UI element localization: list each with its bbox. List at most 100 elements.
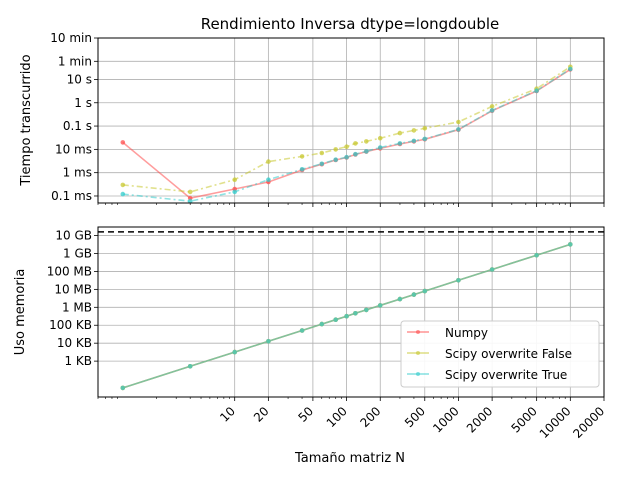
data-point-scipy-overwrite-true xyxy=(299,167,305,172)
x-tick-label: 500 xyxy=(402,404,428,430)
legend-marker-scipy-false xyxy=(416,351,420,355)
x-tick-label: 100 xyxy=(324,404,350,430)
bottom-series-lines xyxy=(122,243,571,389)
legend-label-scipy-false: Scipy overwrite False xyxy=(445,347,572,361)
top-series-points xyxy=(120,64,573,204)
legend-entry-scipy-true: Scipy overwrite True xyxy=(407,368,567,382)
data-point-scipy-overwrite-true xyxy=(489,267,495,272)
x-tick-label: 20000 xyxy=(570,404,607,441)
data-point-scipy-overwrite-true xyxy=(456,278,461,283)
data-point-scipy-overwrite-true xyxy=(232,189,237,195)
data-point-scipy-overwrite-true xyxy=(377,145,383,150)
data-point-scipy-overwrite-true xyxy=(187,364,193,369)
data-point-scipy-overwrite-false xyxy=(364,139,369,144)
bottom-y-ticks: 1 KB 10 KB 100 KB 1 MB 10 MB 100 MB 1 GB 10 GB xyxy=(47,229,98,368)
data-point-numpy xyxy=(120,140,126,145)
data-point-scipy-overwrite-true xyxy=(377,303,383,308)
y-tick-label: 1 MB xyxy=(62,300,92,314)
data-point-scipy-overwrite-true xyxy=(266,339,271,344)
legend-label-scipy-true: Scipy overwrite True xyxy=(445,368,567,382)
data-point-scipy-overwrite-true xyxy=(187,198,193,204)
data-point-scipy-overwrite-true xyxy=(364,307,369,313)
data-point-scipy-overwrite-false xyxy=(344,144,349,149)
y-tick-label: 10 MB xyxy=(54,282,92,296)
series-line-scipy-overwrite-true xyxy=(122,243,571,389)
y-tick-label: 1 GB xyxy=(63,246,92,260)
x-axis-label: Tamaño matriz N xyxy=(294,451,405,466)
data-point-scipy-overwrite-false xyxy=(266,159,271,164)
top-gridlines xyxy=(98,37,605,203)
y-tick-label: 100 MB xyxy=(47,264,92,278)
legend-box xyxy=(400,320,600,388)
data-point-scipy-overwrite-false xyxy=(299,154,305,159)
data-point-scipy-overwrite-true xyxy=(232,349,237,355)
y-tick-label: 10 GB xyxy=(55,229,92,243)
data-point-scipy-overwrite-false xyxy=(411,128,417,133)
y-tick-label: 0.1 ms xyxy=(51,189,92,203)
data-point-scipy-overwrite-true xyxy=(319,161,325,167)
legend-entry-scipy-false: Scipy overwrite False xyxy=(407,347,572,361)
data-point-scipy-overwrite-false xyxy=(333,147,339,152)
top-series-lines xyxy=(122,66,571,203)
data-point-scipy-overwrite-true xyxy=(364,149,369,154)
y-tick-label: 10 ms xyxy=(55,142,92,156)
y-tick-label: 10 KB xyxy=(57,336,92,350)
top-y-ticks: 0.1 ms 1 ms 10 ms 0.1 s 1 s 10 s 1 min 10 min xyxy=(50,31,98,203)
chart-title: Rendimiento Inversa dtype=longdouble xyxy=(201,15,500,33)
data-point-scipy-overwrite-true xyxy=(353,311,358,316)
data-point-scipy-overwrite-true xyxy=(333,317,339,323)
legend-marker-scipy-true xyxy=(416,372,420,376)
data-point-scipy-overwrite-false xyxy=(187,189,193,195)
data-point-scipy-overwrite-false xyxy=(456,119,461,125)
data-point-scipy-overwrite-true xyxy=(411,292,417,297)
data-point-scipy-overwrite-true xyxy=(422,136,428,142)
data-point-scipy-overwrite-true xyxy=(397,296,403,302)
data-point-scipy-overwrite-true xyxy=(333,157,339,162)
top-panel: 0.1 ms 1 ms 10 ms 0.1 s 1 s 10 s 1 min 10 min T… xyxy=(19,31,605,207)
data-point-scipy-overwrite-true xyxy=(344,313,349,319)
data-point-scipy-overwrite-true xyxy=(120,385,126,391)
x-tick-label: 20 xyxy=(251,404,272,425)
x-tick-label: 1000 xyxy=(430,404,461,435)
data-point-scipy-overwrite-true xyxy=(489,108,495,113)
legend: Numpy Scipy overwrite False Scipy overwr… xyxy=(400,320,600,388)
data-point-scipy-overwrite-false xyxy=(120,182,126,188)
data-point-scipy-overwrite-true xyxy=(568,242,573,247)
data-point-scipy-overwrite-true xyxy=(344,154,349,160)
data-point-scipy-overwrite-true xyxy=(568,66,573,72)
y-tick-label: 1 ms xyxy=(63,166,92,180)
data-point-scipy-overwrite-false xyxy=(377,135,383,141)
data-point-scipy-overwrite-true xyxy=(534,88,539,93)
data-point-scipy-overwrite-false xyxy=(397,130,403,136)
y-tick-label: 0.1 s xyxy=(63,119,92,133)
data-point-scipy-overwrite-true xyxy=(456,127,461,132)
data-point-scipy-overwrite-true xyxy=(397,141,403,146)
x-tick-label: 5000 xyxy=(508,404,539,435)
y-tick-label: 10 min xyxy=(50,31,92,45)
legend-entry-numpy: Numpy xyxy=(407,326,488,340)
y-tick-label: 1 s xyxy=(74,96,92,110)
x-tick-label: 200 xyxy=(357,404,383,430)
data-point-scipy-overwrite-true xyxy=(299,328,305,333)
bottom-axes-frame xyxy=(97,226,605,398)
y-tick-label: 100 KB xyxy=(49,318,92,332)
data-point-scipy-overwrite-true xyxy=(353,151,358,157)
y-tick-label: 10 s xyxy=(67,72,92,86)
y-tick-label: 1 KB xyxy=(64,354,92,368)
top-y-axis-label: Tiempo transcurrido xyxy=(19,54,34,186)
series-line-scipy-overwrite-true xyxy=(122,68,571,203)
x-tick-label: 10000 xyxy=(537,404,574,441)
data-point-scipy-overwrite-true xyxy=(120,191,126,197)
bottom-series-points xyxy=(120,242,573,391)
data-point-scipy-overwrite-true xyxy=(266,177,271,182)
data-point-scipy-overwrite-false xyxy=(353,141,358,146)
x-tick-label: 2000 xyxy=(464,404,495,435)
data-point-scipy-overwrite-false xyxy=(232,177,237,182)
data-point-scipy-overwrite-true xyxy=(534,252,539,258)
data-point-scipy-overwrite-true xyxy=(411,138,417,144)
series-line-scipy-overwrite-false xyxy=(122,66,571,193)
bottom-y-axis-label: Uso memoria xyxy=(13,269,28,356)
